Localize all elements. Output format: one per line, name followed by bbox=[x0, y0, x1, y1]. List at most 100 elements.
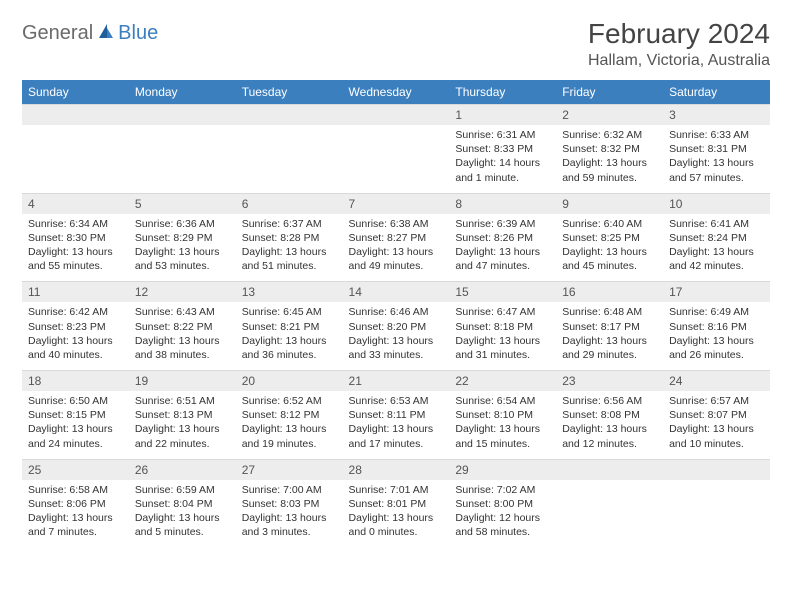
sunrise-text: Sunrise: 6:31 AM bbox=[455, 128, 550, 142]
calendar-cell: 23Sunrise: 6:56 AMSunset: 8:08 PMDayligh… bbox=[556, 371, 663, 460]
sunset-text: Sunset: 8:18 PM bbox=[455, 320, 550, 334]
sunrise-text: Sunrise: 6:36 AM bbox=[135, 217, 230, 231]
dow-sunday: Sunday bbox=[22, 80, 129, 105]
sunset-text: Sunset: 8:16 PM bbox=[669, 320, 764, 334]
daylight-text: Daylight: 13 hours and 24 minutes. bbox=[28, 422, 123, 450]
day-number: 7 bbox=[343, 194, 450, 214]
day-body: Sunrise: 6:48 AMSunset: 8:17 PMDaylight:… bbox=[556, 302, 663, 370]
sunrise-text: Sunrise: 7:02 AM bbox=[455, 483, 550, 497]
day-body: Sunrise: 6:47 AMSunset: 8:18 PMDaylight:… bbox=[449, 302, 556, 370]
logo-sail-icon bbox=[97, 22, 115, 45]
day-body: Sunrise: 6:50 AMSunset: 8:15 PMDaylight:… bbox=[22, 391, 129, 459]
daylight-text: Daylight: 13 hours and 47 minutes. bbox=[455, 245, 550, 273]
sunset-text: Sunset: 8:26 PM bbox=[455, 231, 550, 245]
sunrise-text: Sunrise: 6:48 AM bbox=[562, 305, 657, 319]
day-body: Sunrise: 6:33 AMSunset: 8:31 PMDaylight:… bbox=[663, 125, 770, 193]
sunset-text: Sunset: 8:07 PM bbox=[669, 408, 764, 422]
day-number: 4 bbox=[22, 194, 129, 214]
calendar-cell bbox=[343, 105, 450, 194]
day-number: 11 bbox=[22, 282, 129, 302]
calendar-cell: 8Sunrise: 6:39 AMSunset: 8:26 PMDaylight… bbox=[449, 193, 556, 282]
calendar-cell: 11Sunrise: 6:42 AMSunset: 8:23 PMDayligh… bbox=[22, 282, 129, 371]
sunset-text: Sunset: 8:25 PM bbox=[562, 231, 657, 245]
sunset-text: Sunset: 8:30 PM bbox=[28, 231, 123, 245]
sunrise-text: Sunrise: 6:52 AM bbox=[242, 394, 337, 408]
daylight-text: Daylight: 13 hours and 53 minutes. bbox=[135, 245, 230, 273]
sunset-text: Sunset: 8:17 PM bbox=[562, 320, 657, 334]
calendar-cell: 3Sunrise: 6:33 AMSunset: 8:31 PMDaylight… bbox=[663, 105, 770, 194]
sunset-text: Sunset: 8:10 PM bbox=[455, 408, 550, 422]
day-body: Sunrise: 6:31 AMSunset: 8:33 PMDaylight:… bbox=[449, 125, 556, 193]
daylight-text: Daylight: 13 hours and 7 minutes. bbox=[28, 511, 123, 539]
sunset-text: Sunset: 8:21 PM bbox=[242, 320, 337, 334]
day-number-empty bbox=[556, 460, 663, 480]
calendar-cell: 4Sunrise: 6:34 AMSunset: 8:30 PMDaylight… bbox=[22, 193, 129, 282]
day-number: 6 bbox=[236, 194, 343, 214]
day-number-empty bbox=[663, 460, 770, 480]
sunrise-text: Sunrise: 6:42 AM bbox=[28, 305, 123, 319]
sunset-text: Sunset: 8:06 PM bbox=[28, 497, 123, 511]
daylight-text: Daylight: 13 hours and 22 minutes. bbox=[135, 422, 230, 450]
day-number-empty bbox=[343, 105, 450, 125]
sunrise-text: Sunrise: 6:40 AM bbox=[562, 217, 657, 231]
sunset-text: Sunset: 8:13 PM bbox=[135, 408, 230, 422]
sunrise-text: Sunrise: 6:33 AM bbox=[669, 128, 764, 142]
daylight-text: Daylight: 13 hours and 38 minutes. bbox=[135, 334, 230, 362]
day-body: Sunrise: 6:57 AMSunset: 8:07 PMDaylight:… bbox=[663, 391, 770, 459]
day-body: Sunrise: 7:01 AMSunset: 8:01 PMDaylight:… bbox=[343, 480, 450, 548]
day-body: Sunrise: 6:41 AMSunset: 8:24 PMDaylight:… bbox=[663, 214, 770, 282]
daylight-text: Daylight: 13 hours and 57 minutes. bbox=[669, 156, 764, 184]
day-body: Sunrise: 6:52 AMSunset: 8:12 PMDaylight:… bbox=[236, 391, 343, 459]
day-number: 15 bbox=[449, 282, 556, 302]
sunrise-text: Sunrise: 6:41 AM bbox=[669, 217, 764, 231]
sunset-text: Sunset: 8:11 PM bbox=[349, 408, 444, 422]
calendar-week-row: 11 Sunrise: 6:42 AMSunset: 8:23 PM Dayligh… bbox=[22, 282, 770, 371]
sunrise-text: Sunrise: 6:32 AM bbox=[562, 128, 657, 142]
day-number: 8 bbox=[449, 194, 556, 214]
day-number-empty bbox=[129, 105, 236, 125]
sunrise-text: Sunrise: 6:58 AM bbox=[28, 483, 123, 497]
dow-monday: Monday bbox=[129, 80, 236, 105]
sunset-text: Sunset: 8:29 PM bbox=[135, 231, 230, 245]
calendar-cell: 27Sunrise: 7:00 AMSunset: 8:03 PMDayligh… bbox=[236, 459, 343, 547]
sunrise-text: Sunrise: 6:59 AM bbox=[135, 483, 230, 497]
calendar-cell: 7Sunrise: 6:38 AMSunset: 8:27 PMDaylight… bbox=[343, 193, 450, 282]
dow-tuesday: Tuesday bbox=[236, 80, 343, 105]
sunrise-text: Sunrise: 6:37 AM bbox=[242, 217, 337, 231]
day-number: 25 bbox=[22, 460, 129, 480]
sunrise-text: Sunrise: 6:54 AM bbox=[455, 394, 550, 408]
calendar-cell: 26Sunrise: 6:59 AMSunset: 8:04 PMDayligh… bbox=[129, 459, 236, 547]
daylight-text: Daylight: 13 hours and 26 minutes. bbox=[669, 334, 764, 362]
calendar-cell: 17Sunrise: 6:49 AMSunset: 8:16 PMDayligh… bbox=[663, 282, 770, 371]
daylight-text: Daylight: 12 hours and 58 minutes. bbox=[455, 511, 550, 539]
dow-saturday: Saturday bbox=[663, 80, 770, 105]
calendar-cell: 24Sunrise: 6:57 AMSunset: 8:07 PMDayligh… bbox=[663, 371, 770, 460]
dow-thursday: Thursday bbox=[449, 80, 556, 105]
calendar-cell: 5Sunrise: 6:36 AMSunset: 8:29 PMDaylight… bbox=[129, 193, 236, 282]
calendar-cell: 13Sunrise: 6:45 AMSunset: 8:21 PMDayligh… bbox=[236, 282, 343, 371]
calendar-cell: 22Sunrise: 6:54 AMSunset: 8:10 PMDayligh… bbox=[449, 371, 556, 460]
day-body: Sunrise: 6:46 AMSunset: 8:20 PMDaylight:… bbox=[343, 302, 450, 370]
logo-text-general: General bbox=[22, 22, 93, 45]
calendar-cell: 10Sunrise: 6:41 AMSunset: 8:24 PMDayligh… bbox=[663, 193, 770, 282]
day-number: 9 bbox=[556, 194, 663, 214]
location-subtitle: Hallam, Victoria, Australia bbox=[588, 52, 770, 70]
calendar-cell: 14Sunrise: 6:46 AMSunset: 8:20 PMDayligh… bbox=[343, 282, 450, 371]
sunset-text: Sunset: 8:20 PM bbox=[349, 320, 444, 334]
sunset-text: Sunset: 8:32 PM bbox=[562, 142, 657, 156]
calendar-cell: 9Sunrise: 6:40 AMSunset: 8:25 PMDaylight… bbox=[556, 193, 663, 282]
calendar-cell bbox=[556, 459, 663, 547]
calendar-week-row: 18Sunrise: 6:50 AMSunset: 8:15 PMDayligh… bbox=[22, 371, 770, 460]
day-number-empty bbox=[22, 105, 129, 125]
day-number: 20 bbox=[236, 371, 343, 391]
day-number: 10 bbox=[663, 194, 770, 214]
day-number: 18 bbox=[22, 371, 129, 391]
sunrise-text: Sunrise: 6:56 AM bbox=[562, 394, 657, 408]
day-body: Sunrise: 7:02 AMSunset: 8:00 PMDaylight:… bbox=[449, 480, 556, 548]
sunset-text: Sunset: 8:23 PM bbox=[28, 320, 123, 334]
calendar-cell: 19Sunrise: 6:51 AMSunset: 8:13 PMDayligh… bbox=[129, 371, 236, 460]
day-body: Sunrise: 6:36 AMSunset: 8:29 PMDaylight:… bbox=[129, 214, 236, 282]
day-body: Sunrise: 6:34 AMSunset: 8:30 PMDaylight:… bbox=[22, 214, 129, 282]
calendar-cell: 25 Sunrise: 6:58 AMSunset: 8:06 PMDayligh… bbox=[22, 459, 129, 547]
sunset-text: Sunset: 8:15 PM bbox=[28, 408, 123, 422]
